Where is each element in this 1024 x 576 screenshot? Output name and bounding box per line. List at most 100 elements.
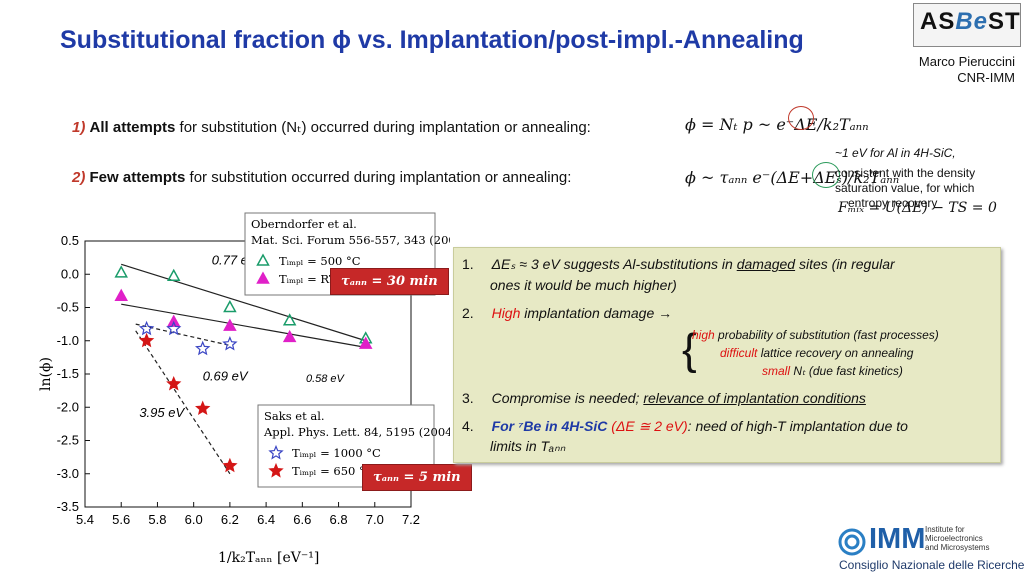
x-tick-label: 6.0 bbox=[185, 512, 203, 527]
point-text: ΔEₛ ≈ 3 eV suggests Al-substitutions in bbox=[491, 256, 737, 272]
point-4: 4. For ⁷Be in 4H-SiC (ΔE ≅ 2 eV): need o… bbox=[462, 418, 908, 435]
row-number: 2) bbox=[72, 169, 86, 186]
x-tick-label: 6.4 bbox=[257, 512, 275, 527]
point-number: 1. bbox=[462, 256, 474, 272]
point-3: 3. Compromise is needed; relevance of im… bbox=[462, 390, 866, 406]
ev-note: ~1 eV for Al in 4H-SiC, bbox=[835, 146, 1005, 161]
legend-entry: Tᵢₘₚₗ = 1000 °C bbox=[292, 446, 381, 460]
statement-row-1: 1) All attempts for substitution (Nₜ) oc… bbox=[72, 118, 591, 136]
arrhenius-chart: 5.4 5.6 5.8 6.0 6.2 6.4 6.6 6.8 7.0 7.2 0.5 0.0 -0.5… bbox=[38, 212, 450, 566]
fmix-formula: Fₘᵢₓ = U(ΔE) − TS = 0 bbox=[838, 200, 997, 216]
legend-ref-journal: Mat. Sci. Forum 556-557, 343 (2007) bbox=[251, 233, 450, 247]
statement-row-2: 2) Few attempts for substitution occurre… bbox=[72, 169, 571, 186]
page-title: Substitutional fraction ϕ vs. Implantati… bbox=[60, 26, 804, 54]
tau-30-badge: τₐₙₙ = 30 min bbox=[330, 268, 449, 295]
data-point bbox=[166, 375, 182, 391]
legend-ref-journal: Appl. Phys. Lett. 84, 5195 (2004) bbox=[263, 425, 450, 439]
author-affiliation: CNR-IMM bbox=[957, 70, 1015, 85]
data-point bbox=[166, 268, 181, 281]
y-tick-label: -2.0 bbox=[57, 399, 79, 414]
data-point bbox=[282, 313, 297, 326]
imm-sub-line: and Microsystems bbox=[925, 543, 990, 552]
row-text: for substitution (Nₜ) occurred during im… bbox=[179, 119, 591, 136]
point-text: implantation damage → bbox=[520, 305, 673, 321]
data-point bbox=[194, 340, 211, 356]
y-tick-label: 0.0 bbox=[61, 266, 79, 281]
data-point bbox=[282, 329, 297, 343]
conclusions-panel: 1. ΔEₛ ≈ 3 eV suggests Al-substitutions … bbox=[453, 247, 1001, 463]
x-tick-label: 5.6 bbox=[112, 512, 130, 527]
brace-icon: { bbox=[682, 325, 697, 374]
x-tick-label: 5.8 bbox=[148, 512, 166, 527]
point-text: Compromise is needed; bbox=[491, 390, 644, 406]
data-point bbox=[223, 318, 237, 331]
point-2-sub-1: high probability of substitution (fast p… bbox=[692, 328, 939, 342]
author-block: Marco Pieruccini CNR-IMM bbox=[919, 54, 1015, 86]
point-1: 1. ΔEₛ ≈ 3 eV suggests Al-substitutions … bbox=[462, 256, 895, 273]
x-tick-label: 6.6 bbox=[293, 512, 311, 527]
legend-marker bbox=[256, 271, 270, 284]
data-point bbox=[222, 336, 238, 351]
data-point bbox=[358, 336, 373, 349]
y-axis-label: ln(ϕ) bbox=[38, 357, 54, 391]
point-number: 3. bbox=[462, 390, 474, 406]
y-tick-label: -3.0 bbox=[57, 466, 79, 481]
x-tick-label: 5.4 bbox=[76, 512, 94, 527]
fit-line-label: 0.69 eV bbox=[203, 369, 249, 384]
y-tick-label: -2.5 bbox=[57, 433, 79, 448]
point-red: High bbox=[491, 305, 521, 321]
data-point bbox=[195, 400, 211, 416]
point-2-sub-3: small Nₜ (due fast kinetics) bbox=[762, 364, 903, 378]
fit-line-label: 3.95 eV bbox=[139, 405, 185, 420]
imm-emblem-icon bbox=[838, 528, 866, 556]
delta-e-highlight bbox=[788, 106, 814, 130]
logo-part-b: ST bbox=[988, 8, 1021, 35]
point-underlined: relevance of implantation conditions bbox=[643, 390, 866, 406]
legend-ref-author: Saks et al. bbox=[264, 409, 325, 423]
imm-subtitle: Institute for Microelectronics and Micro… bbox=[925, 525, 989, 552]
row-number: 1) bbox=[72, 119, 86, 136]
fit-line bbox=[121, 303, 366, 348]
data-point bbox=[138, 320, 155, 336]
sub-red: difficult bbox=[720, 346, 758, 360]
point-number: 2. bbox=[462, 305, 474, 321]
legend-marker bbox=[268, 444, 284, 460]
entropy-note: entropy recovery bbox=[848, 196, 938, 210]
sub-text: lattice recovery on annealing bbox=[757, 346, 914, 360]
formula-1: ϕ = Nₜ p ~ e⁻ΔE/k₂Tₐₙₙ bbox=[685, 115, 869, 134]
fit-line-label: 0.58 eV bbox=[306, 373, 346, 385]
data-point bbox=[222, 457, 238, 473]
point-text: : need of high-T implantation due to bbox=[687, 418, 908, 434]
y-tick-label: -3.5 bbox=[57, 499, 79, 514]
point-2-sub-2: difficult lattice recovery on annealing bbox=[720, 346, 913, 360]
row-bold: Few attempts bbox=[89, 169, 186, 186]
asbest-logo-text: ASBeST bbox=[920, 8, 1021, 36]
author-name: Marco Pieruccini bbox=[918, 54, 1015, 69]
legend-marker bbox=[256, 253, 270, 266]
fit-line bbox=[121, 263, 366, 342]
data-point bbox=[114, 288, 128, 301]
y-tick-label: -1.0 bbox=[57, 333, 79, 348]
sub-red: high bbox=[692, 328, 715, 342]
legend-entry: Tᵢₘₚₗ = 500 °C bbox=[279, 254, 361, 268]
point-number: 4. bbox=[462, 418, 474, 434]
cnr-name: Consiglio Nazionale delle Ricerche bbox=[839, 558, 1024, 572]
point-2: 2. High implantation damage → bbox=[462, 305, 672, 321]
density-note: consistent with the density saturation v… bbox=[835, 166, 976, 195]
sub-text: Nₜ (due fast kinetics) bbox=[790, 364, 903, 378]
x-tick-label: 7.2 bbox=[402, 512, 420, 527]
point-red: (ΔE ≅ 2 eV) bbox=[607, 418, 688, 434]
imm-sub-line: Microelectronics bbox=[925, 534, 983, 543]
point-blue: For ⁷Be in 4H-SiC bbox=[491, 418, 608, 434]
x-axis-label: 1/k₂Tₐₙₙ [eV⁻¹] bbox=[218, 550, 319, 566]
data-point bbox=[114, 265, 128, 278]
delta-es-highlight bbox=[812, 162, 840, 188]
legend-ref-author: Oberndorfer et al. bbox=[251, 217, 357, 231]
point-1-cont: ones it would be much higher) bbox=[490, 277, 677, 293]
fit-line bbox=[135, 330, 231, 475]
logo-part-a: AS bbox=[920, 8, 956, 35]
formula-2: ϕ ~ τₐₙₙ e⁻(ΔE+ΔEₛ)/k₂Tₐₙₙ bbox=[685, 168, 900, 187]
y-tick-label: 0.5 bbox=[61, 233, 79, 248]
point-text: sites (in regular bbox=[795, 256, 895, 272]
logo-part-be: Be bbox=[955, 8, 989, 35]
